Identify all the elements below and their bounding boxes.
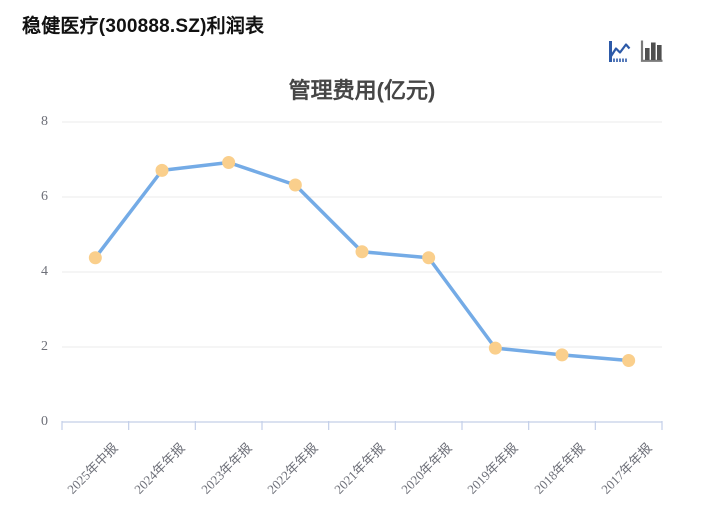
data-point[interactable] <box>155 163 169 177</box>
y-tick-label: 6 <box>41 189 48 204</box>
data-point[interactable] <box>355 245 369 259</box>
y-tick-label: 4 <box>41 264 48 279</box>
y-tick-label: 8 <box>41 114 48 129</box>
chart-title: 管理费用(亿元) <box>288 78 436 103</box>
data-line <box>93 160 631 363</box>
data-point[interactable] <box>555 348 569 362</box>
page-title: 稳健医疗(300888.SZ)利润表 <box>22 16 265 37</box>
data-point[interactable] <box>88 251 102 265</box>
line-chart-icon[interactable] <box>607 39 632 63</box>
data-point[interactable] <box>622 354 636 367</box>
data-point[interactable] <box>422 251 436 265</box>
chart-type-toolbar <box>607 39 664 63</box>
data-point[interactable] <box>488 341 502 355</box>
y-tick-label: 0 <box>41 414 48 429</box>
data-point[interactable] <box>222 156 236 169</box>
data-point[interactable] <box>288 178 302 192</box>
y-tick-label: 2 <box>41 339 48 354</box>
bar-chart-icon[interactable] <box>639 39 664 63</box>
